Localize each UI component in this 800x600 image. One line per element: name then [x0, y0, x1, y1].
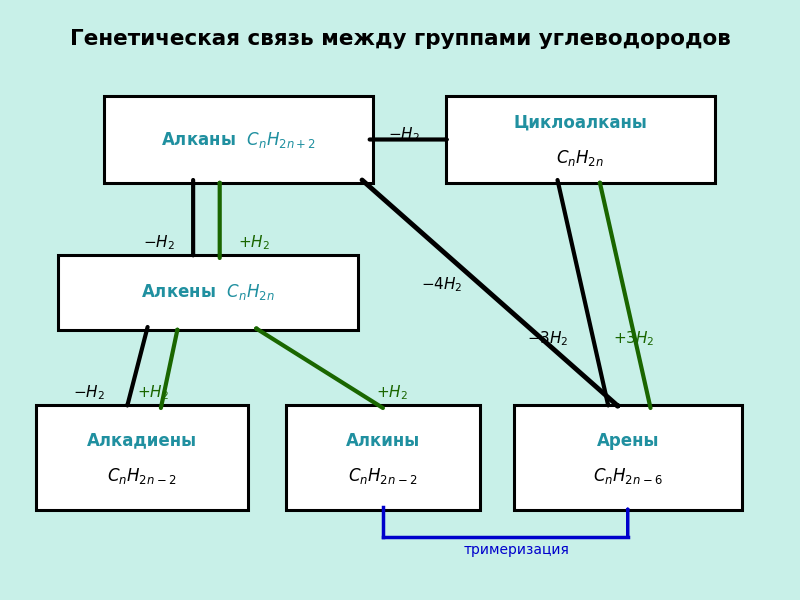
- Text: Циклоалканы: Циклоалканы: [514, 113, 647, 131]
- Text: $C_nH_{2n-6}$: $C_nH_{2n-6}$: [593, 466, 662, 485]
- Text: $C_nH_{2n}$: $C_nH_{2n}$: [556, 148, 604, 167]
- Text: $-H_2$: $-H_2$: [388, 125, 420, 145]
- Text: $+H_2$: $+H_2$: [377, 383, 408, 403]
- FancyBboxPatch shape: [514, 405, 742, 510]
- Text: $+H_2$: $+H_2$: [138, 383, 170, 403]
- Text: Алкины: Алкины: [346, 432, 420, 450]
- Text: $-3H_2$: $-3H_2$: [527, 329, 569, 349]
- Text: $C_nH_{2n-2}$: $C_nH_{2n-2}$: [107, 466, 177, 485]
- Text: Арены: Арены: [597, 432, 659, 450]
- Text: Генетическая связь между группами углеводородов: Генетическая связь между группами углево…: [70, 29, 730, 49]
- Text: Алкены  $C_nH_{2n}$: Алкены $C_nH_{2n}$: [142, 283, 275, 302]
- Text: $+3H_2$: $+3H_2$: [613, 329, 654, 349]
- FancyBboxPatch shape: [286, 405, 480, 510]
- Text: Алкадиены: Алкадиены: [87, 432, 197, 450]
- Text: тримеризация: тримеризация: [464, 543, 570, 557]
- FancyBboxPatch shape: [58, 255, 358, 330]
- Text: $+H_2$: $+H_2$: [238, 233, 270, 253]
- FancyBboxPatch shape: [446, 96, 715, 183]
- FancyBboxPatch shape: [36, 405, 248, 510]
- Text: $-H_2$: $-H_2$: [143, 233, 175, 253]
- Text: Алканы  $C_nH_{2n+2}$: Алканы $C_nH_{2n+2}$: [162, 130, 316, 149]
- Text: $-H_2$: $-H_2$: [73, 383, 105, 403]
- Text: $C_nH_{2n-2}$: $C_nH_{2n-2}$: [348, 466, 418, 485]
- Text: $-4H_2$: $-4H_2$: [421, 275, 462, 295]
- FancyBboxPatch shape: [104, 96, 374, 183]
